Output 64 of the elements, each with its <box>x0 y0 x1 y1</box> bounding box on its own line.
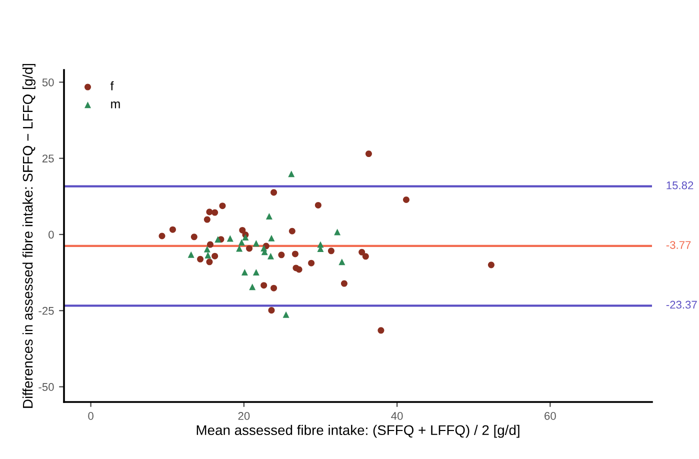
point <box>292 250 298 258</box>
legend-label: m <box>111 101 120 108</box>
point <box>158 232 166 240</box>
point <box>278 252 285 258</box>
point <box>268 307 275 314</box>
point <box>266 212 272 220</box>
ref-line-label: -23.37 <box>666 300 697 309</box>
y-tick-label: -50 <box>38 383 54 391</box>
point <box>204 252 212 258</box>
point <box>188 251 194 258</box>
point <box>197 256 204 262</box>
x-tick-label: 20 <box>238 412 250 420</box>
point <box>190 234 198 240</box>
point <box>270 189 278 196</box>
point <box>365 150 372 158</box>
point <box>282 311 290 318</box>
point <box>239 226 246 234</box>
point <box>206 258 213 266</box>
point <box>236 245 243 252</box>
point <box>252 240 260 247</box>
point <box>402 196 410 204</box>
point <box>334 228 341 236</box>
point <box>206 241 214 248</box>
point <box>338 258 346 266</box>
point <box>358 248 366 256</box>
x-axis-title: Mean assessed fibre intake: (SFFQ + LFFQ) / 2 [g/d] <box>196 424 520 438</box>
point <box>214 236 222 243</box>
point <box>314 202 322 208</box>
point <box>246 245 253 252</box>
y-tick-label: 0 <box>48 230 54 239</box>
ref-line-label: -3.77 <box>666 241 691 249</box>
point <box>267 252 274 260</box>
point <box>288 170 295 178</box>
point <box>340 280 348 287</box>
point <box>238 239 245 246</box>
x-tick-label: 60 <box>544 412 556 420</box>
point <box>241 268 248 276</box>
y-tick-label: -25 <box>38 306 54 315</box>
y-tick-label: 25 <box>42 154 54 162</box>
point <box>212 252 218 260</box>
point <box>204 246 210 252</box>
point <box>204 216 210 223</box>
point <box>308 260 315 266</box>
y-tick-label: 50 <box>42 78 54 86</box>
point <box>249 284 256 290</box>
ref-line-label: 15.82 <box>666 181 694 190</box>
point <box>268 234 275 242</box>
point <box>296 266 302 273</box>
point <box>362 253 369 260</box>
point <box>260 282 268 289</box>
point <box>488 262 494 268</box>
point <box>328 248 334 254</box>
point <box>252 268 260 276</box>
x-tick-label: 40 <box>391 412 403 420</box>
legend-label: f <box>110 81 114 90</box>
x-tick-label: 0 <box>88 412 94 420</box>
point <box>226 235 234 242</box>
point <box>219 202 226 210</box>
point <box>288 228 296 234</box>
point <box>270 284 278 292</box>
point <box>169 226 176 233</box>
y-axis-title: Differences in assessed fibre intake: SFFQ − LFFQ [g/d] <box>22 64 36 408</box>
point <box>378 327 384 334</box>
point <box>212 209 218 216</box>
